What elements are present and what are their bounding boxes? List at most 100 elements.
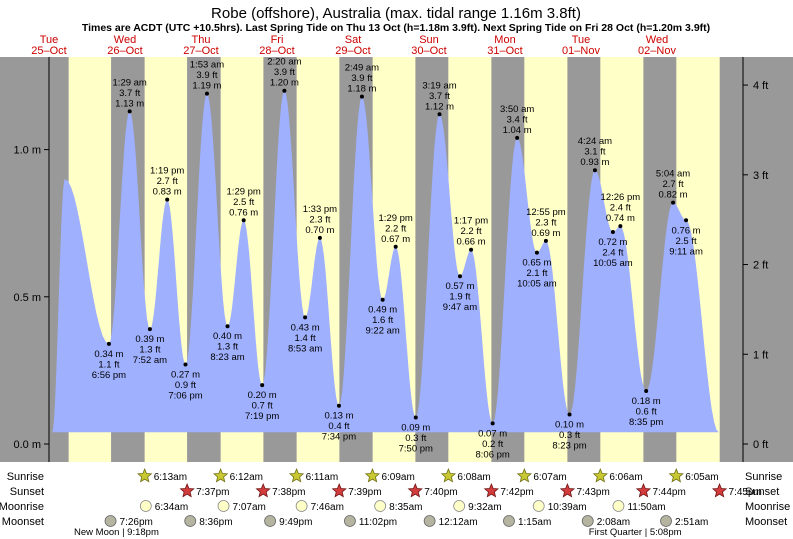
tide-label: 0.69 m <box>531 228 560 239</box>
tide-label: 2.4 ft <box>610 203 631 214</box>
tide-label: 0.6 ft <box>636 407 657 418</box>
astro-time: 1:15am <box>518 517 551 528</box>
moonrise-icon <box>295 500 308 512</box>
moon-phase-label: New Moon | 9:18pm <box>74 527 159 538</box>
tide-area <box>52 90 719 433</box>
astro-time: 6:06am <box>609 472 642 483</box>
tide-label: 1:17 pm <box>454 216 488 227</box>
tide-point <box>490 421 495 426</box>
moonset-icon <box>184 515 197 527</box>
tide-label: 9:47 am <box>443 302 477 313</box>
astro-time: 7:42pm <box>500 487 533 498</box>
tide-label: 0.66 m <box>457 237 486 248</box>
y-tick-label-m: 0.0 m <box>13 439 41 451</box>
sunrise-icon <box>213 467 229 483</box>
tide-label: 1:29 am <box>113 77 147 88</box>
astro-row-label-left: Sunrise <box>7 471 44 483</box>
day-date: 25–Oct <box>31 45 66 57</box>
tide-label: 1:29 pm <box>227 186 261 197</box>
tide-label: 7:19 pm <box>245 411 279 422</box>
day-name: Thu <box>192 34 211 46</box>
tide-label: 1.18 m <box>347 84 376 95</box>
astro-time: 6:05am <box>685 472 718 483</box>
moonset-icon <box>423 515 436 527</box>
tide-label: 7:50 pm <box>399 444 433 455</box>
astro-row-label-left: Moonrise <box>0 501 44 513</box>
tide-point <box>543 238 548 243</box>
day-name: Wed <box>114 34 136 46</box>
tide-label: 10:05 am <box>517 279 557 290</box>
tide-label: 3.7 ft <box>119 88 140 99</box>
y-tick-label-ft: 0 ft <box>753 439 768 451</box>
tide-curve <box>52 90 719 433</box>
sunset-icon <box>483 482 499 498</box>
astro-time: 7:45pm <box>729 487 762 498</box>
tide-label: 7:34 pm <box>322 432 356 443</box>
tide-label: 3.9 ft <box>196 70 217 81</box>
astro-time: 11:02pm <box>359 517 397 528</box>
tide-label: 0.49 m <box>368 305 397 316</box>
day-name: Tue <box>572 34 591 46</box>
tide-label: 3:50 am <box>500 104 534 115</box>
tide-label: 1:33 pm <box>303 204 337 215</box>
tide-label: 0.7 ft <box>252 401 273 412</box>
tide-point <box>671 200 676 205</box>
astro-time: 7:38pm <box>272 487 305 498</box>
tide-point <box>336 403 341 408</box>
tide-label: 8:35 pm <box>629 417 663 428</box>
tide-label: 0.67 m <box>381 234 410 245</box>
day-name: Wed <box>646 34 668 46</box>
astro-time: 7:39pm <box>348 487 381 498</box>
tide-point <box>204 91 209 96</box>
tide-label: 0.18 m <box>632 396 661 407</box>
astro-time: 7:26pm <box>120 517 153 528</box>
sunset-icon <box>635 482 652 498</box>
astro-row-label-left: Sunset <box>10 486 44 498</box>
y-tick-label-ft: 1 ft <box>753 349 768 361</box>
tide-label: 2.3 ft <box>309 214 330 225</box>
sunrise-icon <box>668 467 684 483</box>
astro-time: 8:36pm <box>199 517 232 528</box>
tide-label: 0.72 m <box>598 237 627 248</box>
y-tick-label-ft: 3 ft <box>753 170 768 182</box>
tide-label: 3:19 am <box>422 80 456 91</box>
astro-time: 7:40pm <box>424 487 457 498</box>
astro-time: 7:43pm <box>576 487 609 498</box>
tide-label: 0.2 ft <box>482 439 503 450</box>
tide-label: 1.04 m <box>503 125 532 136</box>
tide-point <box>644 389 649 394</box>
tide-label: 1:19 pm <box>150 166 184 177</box>
day-name: Mon <box>494 34 515 46</box>
astro-time: 7:44pm <box>652 487 685 498</box>
tide-label: 0.65 m <box>522 258 551 269</box>
astro-row-label-right: Moonset <box>745 516 787 528</box>
tide-label: 0.27 m <box>171 370 200 381</box>
y-tick-label-m: 0.5 m <box>13 292 41 304</box>
tide-label: 3.1 ft <box>584 147 605 158</box>
tide-point <box>303 315 308 320</box>
tide-label: 2.2 ft <box>385 223 406 234</box>
tide-point <box>359 94 364 99</box>
tide-label: 2.2 ft <box>460 226 481 237</box>
tide-label: 0.20 m <box>248 390 277 401</box>
tide-label: 1.3 ft <box>139 345 160 356</box>
tide-point <box>147 327 152 332</box>
tide-label: 0.40 m <box>213 331 242 342</box>
astro-time: 9:49pm <box>279 517 312 528</box>
tide-label: 0.83 m <box>153 187 182 198</box>
tide-label: 8:06 pm <box>475 449 509 460</box>
tide-point <box>567 412 572 417</box>
day-date: 30–Oct <box>411 45 446 57</box>
moonrise-icon <box>374 500 387 512</box>
tide-label: 2.5 ft <box>233 197 254 208</box>
tide-label: 0.09 m <box>401 423 430 434</box>
tide-label: 8:53 am <box>288 343 322 354</box>
tide-label: 0.70 m <box>305 225 334 236</box>
tide-label: 0.13 m <box>324 411 353 422</box>
sunset-icon <box>559 482 576 498</box>
day-date: 26–Oct <box>107 45 142 57</box>
tide-label: 12:55 pm <box>526 207 566 218</box>
tide-label: 8:23 am <box>210 352 244 363</box>
tide-label: 2.3 ft <box>535 217 556 228</box>
